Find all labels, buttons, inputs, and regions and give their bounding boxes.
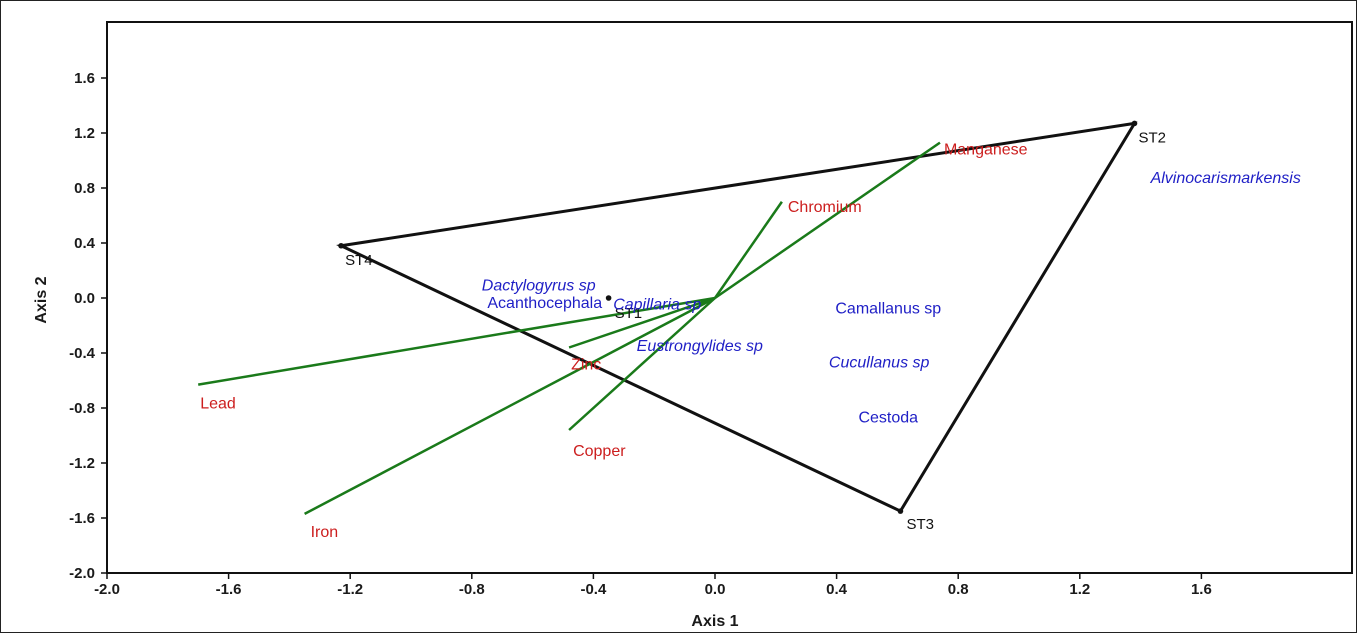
taxon-label-cestoda: Cestoda [858, 409, 918, 426]
site-label-st3: ST3 [906, 516, 934, 533]
taxon-label-alvinocarismarkensis: Alvinocarismarkensis [1150, 170, 1301, 187]
y-tick-label: -2.0 [69, 565, 95, 582]
site-point-st2 [1131, 120, 1138, 127]
taxon-label-capillaria-sp: Capillaria sp [613, 297, 701, 314]
y-tick-label: -1.6 [69, 510, 95, 527]
taxon-label-dactylogyrus-sp: Dactylogyrus sp [482, 277, 596, 294]
site-label-st4: ST4 [345, 252, 373, 269]
y-tick-label: -0.8 [69, 400, 95, 417]
site-point-st3 [897, 508, 904, 514]
y-tick-label: -1.2 [69, 455, 95, 472]
taxon-label-cucullanus-sp: Cucullanus sp [829, 354, 930, 371]
site-label-st1: ST1 [615, 305, 643, 322]
vector-zinc [568, 296, 716, 349]
y-tick-label: 1.2 [74, 125, 95, 142]
env-label-manganese: Manganese [944, 142, 1028, 159]
taxon-label-eustrongylides-sp: Eustrongylides sp [637, 338, 763, 355]
x-tick-label: -0.4 [580, 581, 607, 598]
x-axis-title: Axis 1 [691, 613, 738, 630]
y-axis-title: Axis 2 [33, 276, 50, 323]
site-label-st2: ST2 [1139, 129, 1167, 146]
site-point-st4 [338, 242, 344, 249]
x-tick-label: -2.0 [94, 581, 120, 598]
x-tick-label: -1.6 [216, 581, 242, 598]
env-label-lead: Lead [200, 396, 236, 413]
vector-manganese [714, 141, 941, 300]
plot-area: -2.0 -1.6 -1.2 -0.8 -0.4 0.0 0.4 0.8 1.2 1.6 1.6 1.… [69, 21, 1353, 598]
site-point-st1 [605, 295, 612, 301]
env-label-iron: Iron [311, 524, 339, 541]
x-tick-label: 0.4 [826, 581, 848, 598]
x-tick-label: 0.8 [948, 581, 969, 598]
taxon-label-acanthocephala: Acanthocephala [487, 295, 602, 312]
taxon-label-camallanus-sp: Camallanus sp [835, 301, 941, 318]
x-tick-label: 1.6 [1191, 581, 1212, 598]
y-tick-label: -0.4 [69, 345, 96, 362]
vector-chromium [713, 201, 783, 299]
env-label-copper: Copper [573, 443, 626, 460]
y-tick-label: 0.0 [74, 290, 95, 307]
env-label-zinc: Zinc [571, 357, 601, 374]
vector-lead [197, 296, 716, 386]
vector-iron [304, 296, 716, 515]
env-label-chromium: Chromium [788, 199, 862, 216]
x-tick-label: 1.2 [1069, 581, 1090, 598]
y-tick-label: 0.8 [74, 180, 95, 197]
vector-copper [568, 297, 716, 431]
x-tick-label: 0.0 [705, 581, 726, 598]
site-hull [336, 121, 1138, 514]
y-tick-label: 1.6 [74, 70, 95, 87]
y-tick-label: 0.4 [74, 235, 96, 252]
x-tick-label: -0.8 [459, 581, 485, 598]
x-tick-label: -1.2 [337, 581, 363, 598]
